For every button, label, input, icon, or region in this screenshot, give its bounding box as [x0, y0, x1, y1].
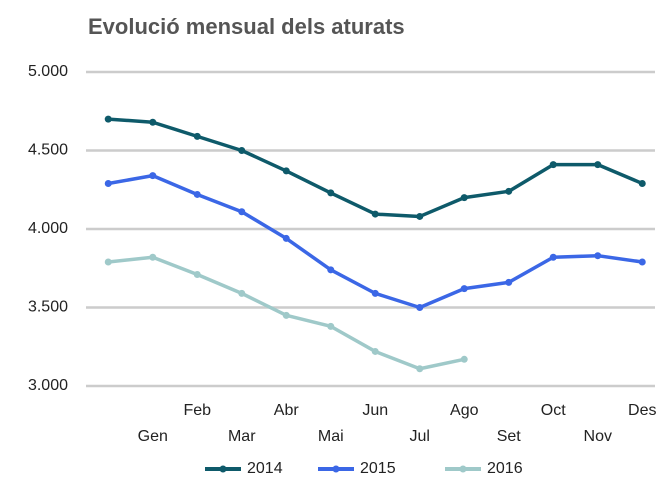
- x-tick-label: Jul: [410, 428, 430, 445]
- x-tick-label: Nov: [584, 428, 612, 445]
- x-tick-label: Jun: [362, 402, 388, 419]
- data-point: [460, 355, 468, 363]
- legend-label: 2016: [487, 460, 523, 477]
- x-tick-label: Feb: [183, 402, 211, 419]
- y-tick-label: 5.000: [28, 63, 68, 80]
- x-tick-label: Des: [628, 402, 656, 419]
- data-point: [371, 347, 379, 355]
- data-point: [282, 167, 290, 175]
- data-point: [327, 322, 335, 330]
- series-line: [108, 117, 643, 219]
- series-line: [107, 173, 643, 310]
- data-point: [238, 147, 246, 154]
- data-point: [282, 234, 290, 242]
- y-tick-label: 3.000: [28, 377, 68, 394]
- data-point: [327, 189, 335, 197]
- x-tick-label: Mai: [318, 428, 344, 445]
- data-point: [371, 210, 379, 218]
- data-point: [149, 172, 157, 180]
- data-point: [416, 212, 424, 220]
- x-tick-label: Gen: [138, 428, 168, 445]
- y-tick-label: 3.500: [28, 299, 68, 316]
- legend-swatch-dot: [459, 465, 467, 473]
- data-point: [371, 289, 379, 297]
- data-point: [549, 161, 557, 169]
- data-point: [638, 179, 646, 187]
- data-point: [505, 187, 513, 195]
- data-point: [505, 278, 513, 286]
- x-tick-label: Ago: [450, 402, 479, 419]
- data-point: [416, 304, 424, 311]
- data-point: [149, 118, 157, 126]
- data-point: [238, 208, 246, 216]
- data-point: [238, 289, 246, 297]
- data-point: [460, 194, 468, 202]
- data-point: [638, 258, 646, 266]
- y-tick-label: 4.500: [28, 142, 68, 159]
- legend-label: 2015: [360, 460, 396, 477]
- data-point: [594, 161, 602, 169]
- x-tick-label: Set: [497, 428, 522, 445]
- data-point: [327, 266, 335, 274]
- data-point: [282, 311, 290, 319]
- legend-swatch-dot: [332, 465, 340, 473]
- x-tick-label: Mar: [228, 428, 256, 445]
- data-point: [193, 132, 201, 140]
- legend-label: 2014: [247, 460, 283, 477]
- data-point: [104, 179, 112, 187]
- legend-swatch-dot: [219, 465, 227, 473]
- data-point: [149, 253, 157, 261]
- data-point: [549, 253, 557, 261]
- y-tick-label: 4.000: [28, 220, 68, 237]
- data-point: [193, 190, 201, 198]
- x-tick-label: Oct: [541, 402, 566, 419]
- data-point: [104, 258, 112, 266]
- data-point: [193, 271, 201, 279]
- data-point: [416, 365, 424, 373]
- data-point: [594, 252, 602, 260]
- data-point: [104, 115, 112, 123]
- x-tick-label: Abr: [274, 402, 300, 419]
- chart-title: Evolució mensual dels aturats: [88, 14, 405, 39]
- data-point: [460, 285, 468, 293]
